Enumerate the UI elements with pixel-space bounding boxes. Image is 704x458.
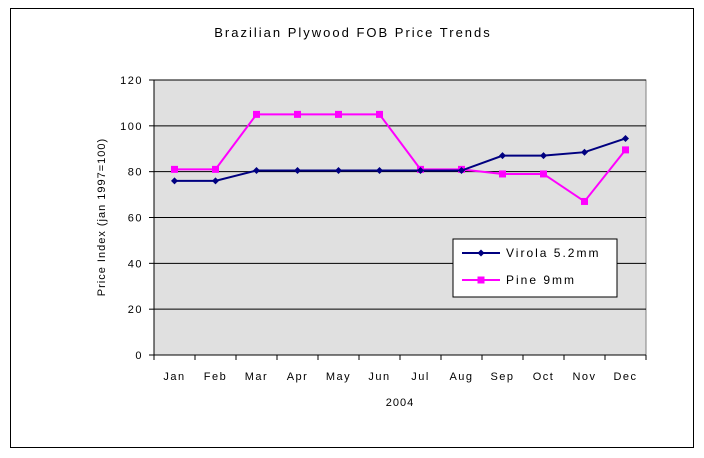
series-line-1 <box>174 113 627 203</box>
y-tick-label: 100 <box>120 121 143 133</box>
x-tick-label: Sep <box>490 371 514 383</box>
x-tick-label: Nov <box>572 371 596 383</box>
data-point-virola <box>212 177 219 185</box>
legend-label-pine: Pine 9mm <box>506 273 576 287</box>
legend-marker-virola <box>477 249 485 257</box>
data-point-virola <box>540 152 547 160</box>
data-point-virola <box>294 167 301 175</box>
x-tick-label: Jul <box>411 371 430 383</box>
series-line-0 <box>174 137 626 182</box>
data-point-pine <box>171 165 178 173</box>
x-tick-label: Oct <box>533 371 555 383</box>
data-point-virola <box>253 167 260 175</box>
x-tick-label: Apr <box>287 371 309 383</box>
data-point-virola <box>622 134 629 142</box>
data-point-virola <box>458 167 465 175</box>
series-layer <box>171 110 629 205</box>
data-point-virola <box>499 152 506 160</box>
y-tick-label: 0 <box>135 350 143 362</box>
data-point-virola <box>171 177 178 185</box>
y-tick-label: 60 <box>128 213 143 225</box>
y-tick-label: 40 <box>128 258 143 270</box>
x-tick-label: Feb <box>204 371 227 383</box>
x-tick-label: Dec <box>613 371 637 383</box>
tick-labels: 0 20 40 60 80 100 120 Jan Feb Mar Apr May Jun Jul Aug S… <box>120 75 637 383</box>
data-point-pine <box>253 110 260 118</box>
data-point-pine <box>376 110 383 118</box>
legend-marker-pine <box>477 276 485 284</box>
data-point-pine <box>335 110 342 118</box>
data-point-pine <box>294 110 301 118</box>
legend: Virola 5.2mm Pine 9mm <box>452 238 618 298</box>
data-point-virola <box>417 167 424 175</box>
y-axis-label: Price Index (jan 1997=100) <box>96 138 108 296</box>
y-tick-label: 120 <box>120 75 143 87</box>
y-tick-label: 20 <box>128 304 143 316</box>
legend-box <box>452 238 618 298</box>
data-point-pine <box>581 197 588 205</box>
x-tick-label: May <box>326 371 351 383</box>
x-tick-label: Jun <box>368 371 390 383</box>
x-axis-label: 2004 <box>386 397 414 409</box>
x-tick-label: Mar <box>245 371 268 383</box>
data-point-pine <box>622 146 629 154</box>
legend-label-virola: Virola 5.2mm <box>506 246 600 260</box>
data-point-pine <box>540 170 547 178</box>
x-tick-label: Jan <box>163 371 185 383</box>
data-point-pine <box>212 165 219 173</box>
y-tick-label: 80 <box>128 167 143 179</box>
gridlines <box>154 79 646 310</box>
data-point-pine <box>499 170 506 178</box>
axes <box>149 79 647 360</box>
data-point-virola <box>376 167 383 175</box>
data-point-virola <box>335 167 342 175</box>
data-point-virola <box>581 148 588 156</box>
x-tick-label: Aug <box>449 371 473 383</box>
chart-title: Brazilian Plywood FOB Price Trends <box>214 25 492 40</box>
